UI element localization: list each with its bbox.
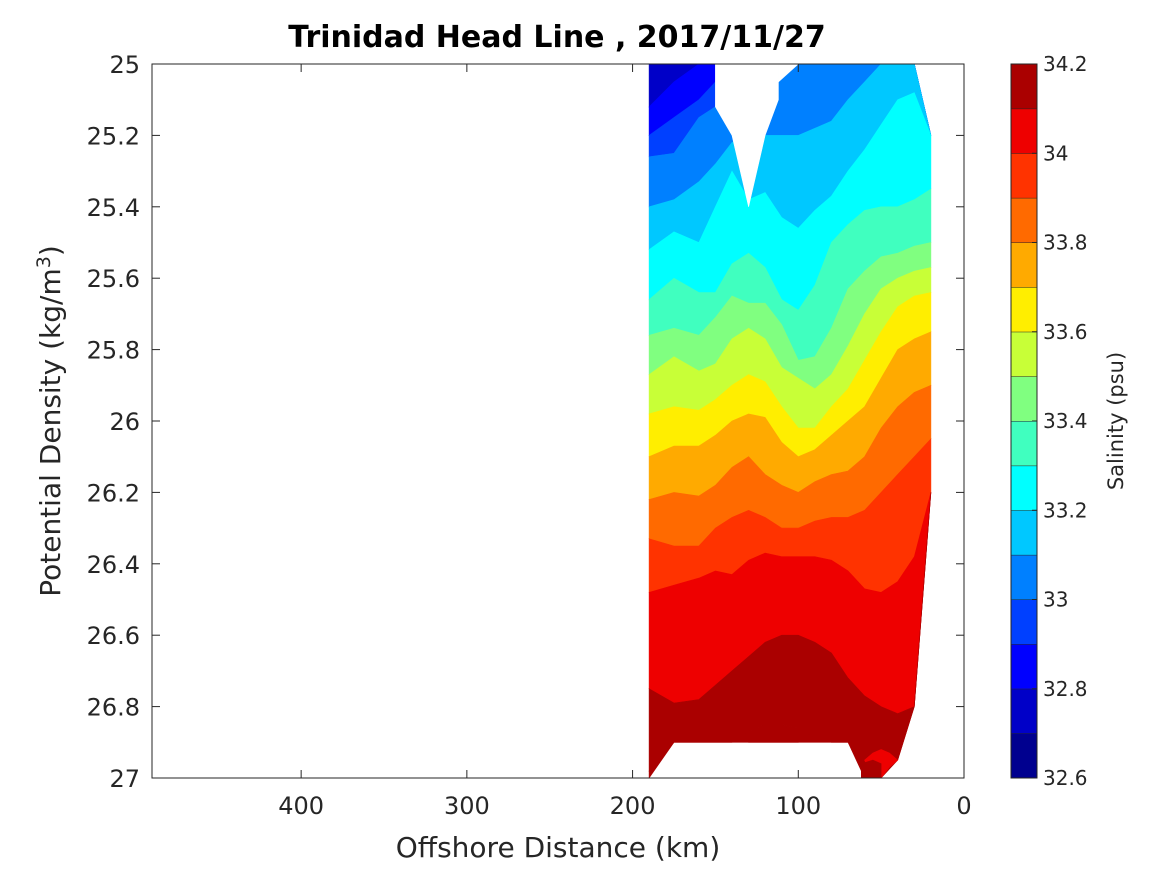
colorbar-block-1	[1011, 733, 1037, 778]
colorbar-ticks: 34.2 34 33.8 33.6 33.4 33.2 33 32.8 32.6	[1032, 52, 1088, 790]
colorbar-tick-label: 34.2	[1043, 52, 1088, 76]
colorbar-label: Salinity (psu)	[1104, 352, 1128, 490]
colorbar-tick-label: 34	[1043, 141, 1068, 165]
colorbar-tick-label: 33.6	[1043, 320, 1088, 344]
colorbar-block-15	[1011, 108, 1037, 154]
colorbar-block-3	[1011, 644, 1037, 689]
colorbar-block-11	[1011, 287, 1037, 332]
y-tick-label: 26.6	[87, 622, 140, 650]
colorbar-block-13	[1011, 197, 1037, 243]
x-ticks: 400 300 200 100 0	[278, 64, 972, 820]
plot-area: 400 300 200 100 0 25 25.2 25.4 25.6 25.8 26 26.2 26…	[87, 51, 972, 820]
salinity-band-1-16	[648, 492, 932, 778]
contour-patch-2	[778, 64, 832, 83]
colorbar-block-4	[1011, 599, 1037, 645]
colorbar: 34.2 34 33.8 33.6 33.4 33.2 33 32.8 32.6 Salinit…	[1010, 52, 1128, 790]
colorbar-tick-label: 33	[1043, 588, 1068, 612]
colorbar-block-5	[1011, 554, 1037, 600]
colorbar-block-16	[1011, 64, 1037, 109]
colorbar-tick-label: 32.8	[1043, 677, 1088, 701]
colorbar-tick-label: 32.6	[1043, 766, 1088, 790]
colorbar-block-8	[1011, 421, 1037, 466]
contour-fills	[648, 64, 932, 778]
y-axis-label-main: Potential Density (kg/m	[34, 268, 67, 597]
colorbar-block-12	[1011, 242, 1037, 288]
x-axis-label: Offshore Distance (km)	[396, 831, 721, 864]
y-tick-label: 27	[109, 765, 140, 793]
colorbar-tick-label: 33.2	[1043, 498, 1088, 522]
colorbar-block-6	[1011, 510, 1037, 555]
y-ticks: 25 25.2 25.4 25.6 25.8 26 26.2 26.4 26.6 26.8 27	[87, 51, 964, 793]
y-axis-label-end: )	[34, 245, 67, 256]
y-tick-label: 26.4	[87, 551, 140, 579]
y-tick-label: 26.8	[87, 694, 140, 722]
y-tick-label: 26	[109, 408, 140, 436]
chart-title: Trinidad Head Line , 2017/11/27	[288, 20, 825, 55]
contour-patch-1	[715, 64, 779, 207]
y-axis-label: Potential Density (kg/m3)	[33, 245, 67, 597]
colorbar-block-2	[1011, 688, 1037, 734]
y-tick-label: 25.8	[87, 337, 140, 365]
y-tick-label: 26.2	[87, 479, 140, 507]
colorbar-block-7	[1011, 465, 1037, 511]
x-tick-label: 400	[278, 792, 324, 820]
x-tick-label: 100	[775, 792, 821, 820]
y-tick-label: 25.6	[87, 265, 140, 293]
colorbar-block-10	[1011, 331, 1037, 377]
contour-patch-5	[860, 759, 882, 778]
y-tick-label: 25.2	[87, 122, 140, 150]
x-tick-label: 0	[956, 792, 971, 820]
x-tick-label: 300	[444, 792, 490, 820]
colorbar-tick-label: 33.8	[1043, 231, 1088, 255]
colorbar-block-14	[1011, 153, 1037, 198]
x-tick-label: 200	[610, 792, 656, 820]
colorbar-block-9	[1011, 376, 1037, 421]
contour-patch-4	[748, 724, 799, 743]
colorbar-tick-label: 33.4	[1043, 409, 1088, 433]
y-axis-label-superscript: 3	[33, 256, 55, 268]
y-tick-label: 25.4	[87, 194, 140, 222]
y-tick-label: 25	[109, 51, 140, 79]
